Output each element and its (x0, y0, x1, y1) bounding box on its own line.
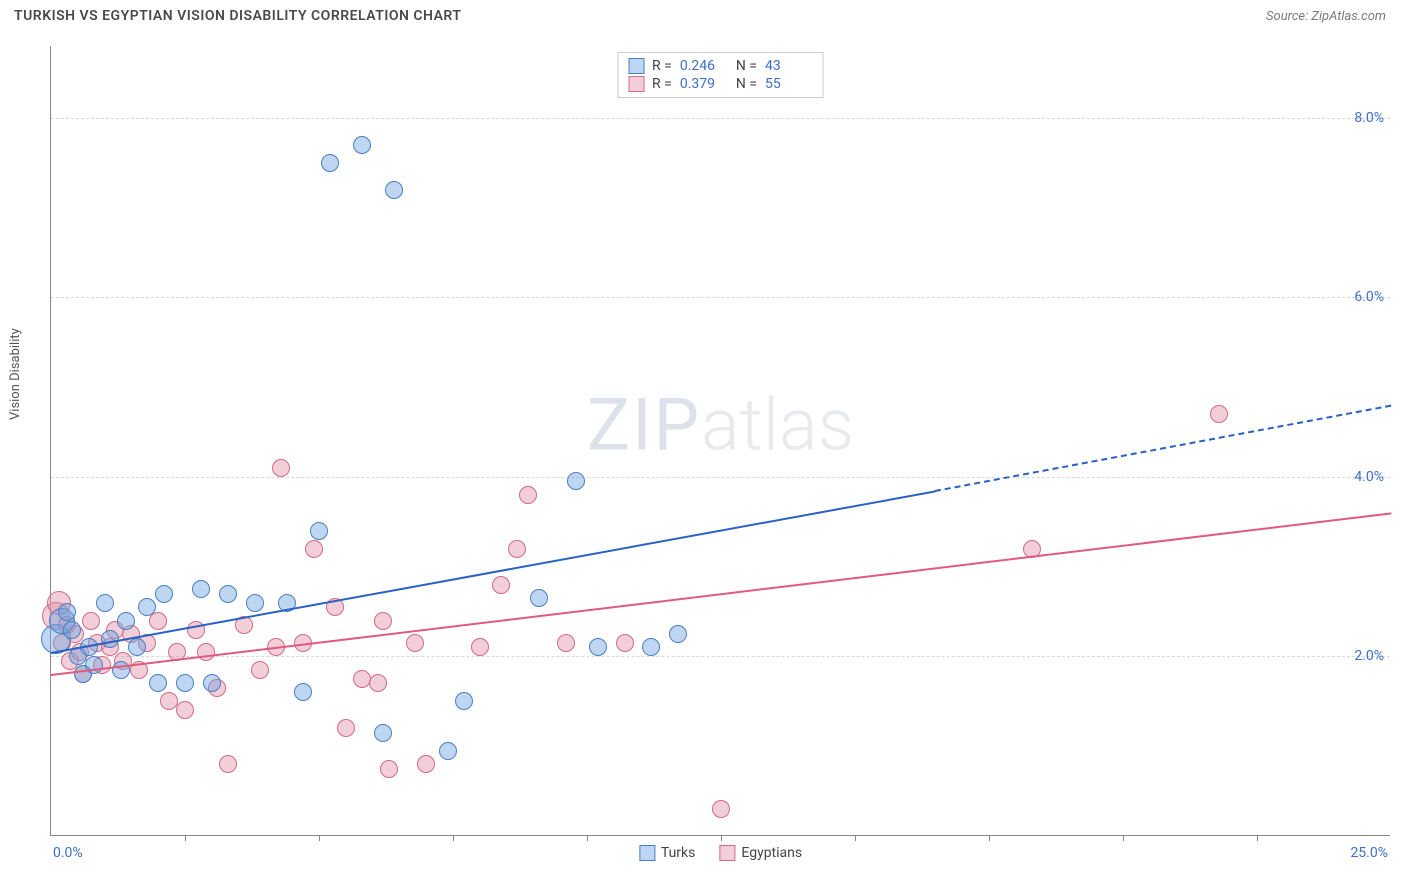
chart-header: TURKISH VS EGYPTIAN VISION DISABILITY CO… (0, 0, 1406, 28)
y-tick-label: 4.0% (1354, 469, 1384, 485)
data-point-egyptians (557, 634, 575, 652)
x-tick (721, 835, 722, 841)
x-tick (1123, 835, 1124, 841)
trend-line (51, 490, 936, 654)
y-axis-label: Vision Disability (8, 328, 23, 420)
legend-item-turks: Turks (639, 845, 696, 861)
data-point-egyptians (1210, 405, 1228, 423)
data-point-egyptians (176, 701, 194, 719)
data-point-egyptians (417, 755, 435, 773)
chart-title: TURKISH VS EGYPTIAN VISION DISABILITY CO… (14, 8, 461, 24)
data-point-turks (203, 674, 221, 692)
data-point-turks (374, 724, 392, 742)
data-point-turks (642, 638, 660, 656)
data-point-turks (128, 638, 146, 656)
legend-item-egyptians: Egyptians (719, 845, 802, 861)
data-point-turks (101, 630, 119, 648)
x-tick (1257, 835, 1258, 841)
x-tick (453, 835, 454, 841)
source-attribution: Source: ZipAtlas.com (1266, 9, 1386, 24)
legend-stat-row-turks: R = 0.246 N = 43 (628, 57, 813, 75)
legend-label: Egyptians (741, 845, 802, 861)
x-tick (855, 835, 856, 841)
data-point-turks (117, 612, 135, 630)
data-point-turks (530, 589, 548, 607)
correlation-legend: R = 0.246 N = 43 R = 0.379 N = 55 (617, 52, 824, 98)
data-point-turks (321, 154, 339, 172)
y-tick-label: 8.0% (1354, 110, 1384, 126)
data-point-turks (149, 674, 167, 692)
watermark: ZIPatlas (587, 382, 854, 467)
data-point-turks (58, 603, 76, 621)
r-value: 0.379 (680, 76, 728, 92)
data-point-turks (112, 661, 130, 679)
trend-line (935, 405, 1391, 492)
data-point-egyptians (197, 643, 215, 661)
data-point-turks (85, 656, 103, 674)
data-point-egyptians (471, 638, 489, 656)
gridline (51, 118, 1390, 119)
data-point-turks (589, 638, 607, 656)
data-point-egyptians (305, 540, 323, 558)
data-point-turks (385, 181, 403, 199)
data-point-egyptians (380, 760, 398, 778)
n-label: N = (736, 58, 757, 74)
data-point-turks (353, 136, 371, 154)
data-point-turks (669, 625, 687, 643)
data-point-turks (246, 594, 264, 612)
data-point-egyptians (374, 612, 392, 630)
legend-swatch (719, 845, 735, 861)
n-value: 43 (765, 58, 813, 74)
series-legend: Turks Egyptians (639, 845, 802, 861)
n-value: 55 (765, 76, 813, 92)
data-point-egyptians (187, 621, 205, 639)
data-point-turks (138, 598, 156, 616)
data-point-egyptians (508, 540, 526, 558)
x-axis-min-label: 0.0% (53, 845, 83, 861)
gridline (51, 297, 1390, 298)
data-point-turks (155, 585, 173, 603)
data-point-turks (176, 674, 194, 692)
data-point-turks (439, 742, 457, 760)
data-point-egyptians (519, 486, 537, 504)
legend-stat-row-egyptians: R = 0.379 N = 55 (628, 75, 813, 93)
legend-swatch (628, 58, 644, 74)
data-point-egyptians (272, 459, 290, 477)
y-tick-label: 2.0% (1354, 648, 1384, 664)
data-point-egyptians (369, 674, 387, 692)
data-point-egyptians (712, 800, 730, 818)
r-label: R = (652, 76, 672, 92)
data-point-egyptians (251, 661, 269, 679)
legend-swatch (628, 76, 644, 92)
x-tick (185, 835, 186, 841)
data-point-turks (567, 472, 585, 490)
data-point-egyptians (616, 634, 634, 652)
x-tick (319, 835, 320, 841)
data-point-egyptians (219, 755, 237, 773)
data-point-turks (455, 692, 473, 710)
gridline (51, 477, 1390, 478)
data-point-egyptians (337, 719, 355, 737)
scatter-chart: ZIPatlas R =0.246N =43R =0.379N =55 Turk… (50, 46, 1390, 836)
data-point-turks (63, 621, 81, 639)
r-label: R = (652, 58, 672, 74)
r-value: 0.246 (680, 58, 728, 74)
data-point-egyptians (82, 612, 100, 630)
data-point-egyptians (492, 576, 510, 594)
data-point-turks (96, 594, 114, 612)
legend-label: Turks (661, 845, 696, 861)
y-tick-label: 6.0% (1354, 289, 1384, 305)
x-axis-max-label: 25.0% (1350, 845, 1388, 861)
data-point-egyptians (406, 634, 424, 652)
x-tick (587, 835, 588, 841)
legend-swatch (639, 845, 655, 861)
data-point-turks (294, 683, 312, 701)
data-point-turks (192, 580, 210, 598)
data-point-turks (219, 585, 237, 603)
gridline (51, 656, 1390, 657)
x-tick (989, 835, 990, 841)
n-label: N = (736, 76, 757, 92)
data-point-turks (310, 522, 328, 540)
